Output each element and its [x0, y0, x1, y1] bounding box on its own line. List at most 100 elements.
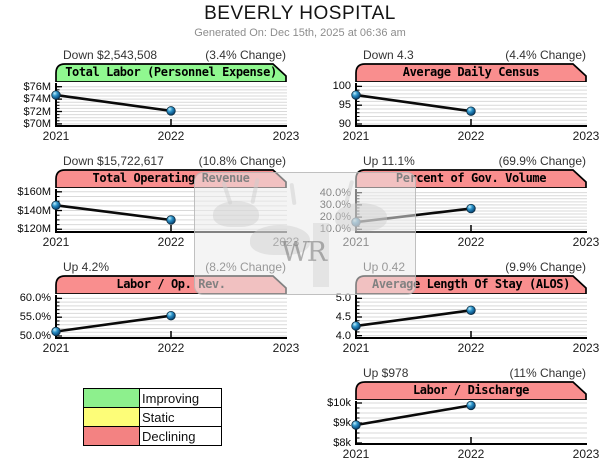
chart-title: Total Labor (Personnel Expense) — [65, 65, 277, 79]
y-axis-tick-label: $160M — [17, 185, 51, 198]
y-axis-tick-label: 20.0% — [319, 211, 351, 224]
trend-annotation: Down $15,722,617 — [63, 154, 164, 168]
change-annotation: (3.4% Change) — [205, 48, 286, 62]
x-axis-tick-label: 2022 — [457, 235, 485, 249]
x-axis-tick-label: 2022 — [457, 341, 485, 355]
y-axis-tick-label: $10k — [327, 397, 351, 409]
data-point-marker — [51, 326, 61, 337]
data-point-marker — [466, 106, 476, 116]
y-axis-tick-label: $120M — [17, 223, 51, 236]
data-point-marker — [166, 215, 176, 225]
change-annotation: (69.9% Change) — [498, 154, 586, 168]
data-point-marker — [351, 321, 361, 331]
x-axis-tick-label: 2023 — [572, 235, 600, 249]
legend-label: Improving — [139, 388, 222, 408]
band-shape — [55, 63, 287, 82]
data-point-marker — [51, 90, 61, 100]
change-annotation: (11% Change) — [509, 366, 587, 380]
x-axis-tick-label: 2023 — [272, 235, 300, 249]
legend-row: Declining — [83, 426, 222, 446]
x-axis-tick-label: 2021 — [342, 235, 370, 249]
x-axis-tick-label: 2023 — [272, 129, 300, 143]
y-axis-tick-label: $76M — [23, 80, 51, 93]
y-axis-tick-label: 55.0% — [19, 311, 51, 324]
chart-title: Total Operating Revenue — [92, 171, 250, 185]
chart-title-band: Total Labor (Personnel Expense) — [55, 63, 287, 82]
chart-plot — [51, 83, 287, 127]
chart-annotation: Down $15,722,617 (10.8% Change) — [55, 155, 287, 169]
x-axis-tick-label: 2023 — [572, 341, 600, 355]
data-point-marker — [351, 217, 361, 227]
band-shape — [355, 381, 587, 400]
y-axis-tick-label: $70M — [23, 117, 51, 130]
chart-title-band: Labor / Op. Rev. — [55, 275, 287, 294]
legend-label: Declining — [139, 426, 222, 446]
chart-title-band: Average Daily Census — [355, 63, 587, 82]
x-axis-tick-label: 2022 — [457, 447, 485, 461]
x-axis-tick-label: 2022 — [157, 129, 185, 143]
chart-title: Average Daily Census — [402, 65, 540, 79]
x-axis-tick-label: 2021 — [42, 129, 70, 143]
chart-title-band: Total Operating Revenue — [55, 169, 287, 188]
chart-title: Average Length Of Stay (ALOS) — [372, 277, 570, 291]
trend-annotation: Up 11.1% — [363, 154, 415, 168]
x-axis-tick-label: 2022 — [157, 235, 185, 249]
trend-annotation: Up 4.2% — [63, 260, 110, 274]
data-point-marker — [351, 420, 361, 430]
y-axis-tick-label: 90 — [338, 117, 351, 130]
trend-annotation: Up $978 — [363, 366, 409, 380]
chart-title: Labor / Discharge — [412, 383, 530, 397]
legend-swatch — [83, 407, 140, 427]
y-axis-tick-label: $140M — [17, 204, 51, 217]
chart-annotation: Up 11.1% (69.9% Change) — [355, 155, 587, 169]
y-axis-tick-label: $74M — [23, 93, 51, 106]
x-axis-tick-label: 2021 — [342, 447, 370, 461]
data-point-marker — [466, 305, 476, 315]
data-point-marker — [51, 200, 61, 210]
band-shape — [355, 63, 587, 82]
y-axis-tick-label: 10.0% — [319, 223, 351, 236]
data-point-marker — [351, 90, 361, 100]
y-axis-tick-label: $8k — [333, 437, 351, 449]
generated-timestamp: Generated On: Dec 15th, 2025 at 06:36 am — [194, 27, 406, 39]
legend-row: Static — [83, 407, 222, 427]
watermark-arm-shape — [289, 182, 297, 206]
data-point-marker — [466, 400, 476, 411]
legend-swatch — [83, 388, 140, 408]
chart-plot — [51, 189, 287, 233]
x-axis-tick-label: 2021 — [342, 129, 370, 143]
y-axis-tick-label: 50.0% — [19, 329, 51, 342]
chart-plot — [351, 83, 587, 127]
legend-label: Static — [139, 407, 222, 427]
x-axis-tick-label: 2021 — [342, 341, 370, 355]
chart-title-band: Average Length Of Stay (ALOS) — [355, 275, 587, 294]
legend-table: Improving Static Declining — [83, 388, 222, 446]
x-axis-tick-label: 2021 — [42, 341, 70, 355]
trend-annotation: Down 4.3 — [363, 48, 414, 62]
chart-title: Percent of Gov. Volume — [395, 171, 547, 185]
chart-plot — [351, 400, 587, 445]
chart-annotation: Down $2,543,508 (3.4% Change) — [55, 49, 287, 63]
data-point-marker — [166, 106, 176, 116]
y-axis-tick-label: 100 — [332, 80, 351, 93]
trend-annotation: Down $2,543,508 — [63, 48, 158, 62]
y-axis-tick-label: 30.0% — [319, 198, 351, 211]
legend-row: Improving — [83, 388, 222, 408]
y-axis-tick-label: 60.0% — [19, 292, 51, 305]
y-axis-tick-label: 4.5 — [335, 311, 351, 323]
chart-annotation: Up $978 (11% Change) — [355, 367, 587, 381]
data-point-marker — [166, 310, 176, 321]
chart-title-band: Percent of Gov. Volume — [355, 169, 587, 188]
x-axis-tick-label: 2022 — [157, 341, 185, 355]
chart-title-band: Labor / Discharge — [355, 381, 587, 400]
change-annotation: (4.4% Change) — [505, 48, 586, 62]
x-axis-tick-label: 2023 — [572, 447, 600, 461]
data-point-marker — [466, 203, 476, 214]
chart-annotation: Down 4.3 (4.4% Change) — [355, 49, 587, 63]
x-axis-tick-label: 2022 — [457, 129, 485, 143]
x-axis-tick-label: 2021 — [42, 235, 70, 249]
y-axis-tick-label: 40.0% — [319, 186, 351, 199]
chart-plot — [51, 295, 287, 339]
legend-swatch — [83, 426, 140, 446]
